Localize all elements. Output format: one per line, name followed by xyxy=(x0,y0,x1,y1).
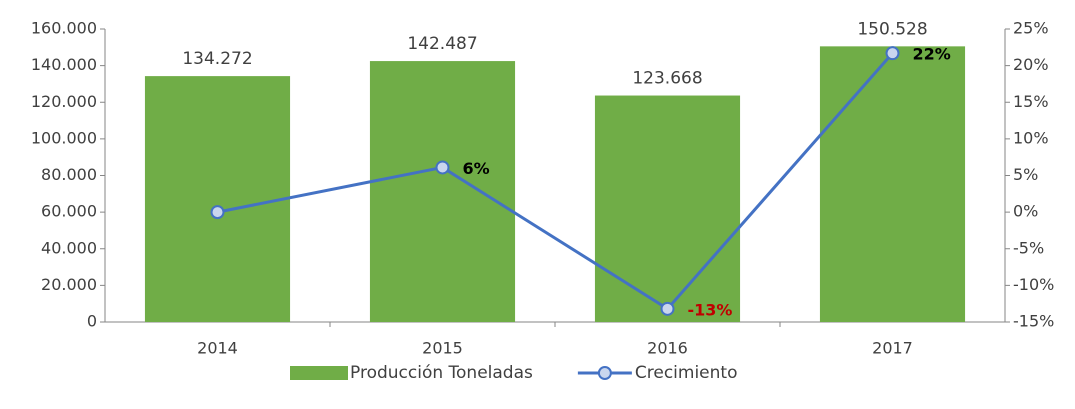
line xyxy=(217,52,894,311)
y-tick-label: 160.000 xyxy=(31,19,97,38)
line-point xyxy=(660,301,675,316)
y2-tick-label: -10% xyxy=(1013,275,1054,294)
y2-tick-label: -15% xyxy=(1013,312,1054,331)
bar xyxy=(594,95,741,322)
y2-tick-label: -5% xyxy=(1013,238,1044,257)
legend-swatch xyxy=(597,366,612,380)
line-value-label: 6% xyxy=(463,159,490,178)
y2-tick-label: 0% xyxy=(1013,202,1038,221)
bar-value-label: 134.272 xyxy=(182,49,252,69)
x-tick-label: 2016 xyxy=(647,339,688,358)
y-tick-label: 60.000 xyxy=(41,202,97,221)
y-tick-label: 80.000 xyxy=(41,165,97,184)
legend-label: Crecimiento xyxy=(635,363,738,383)
y2-tick-label: 15% xyxy=(1013,92,1049,111)
bar-value-label: 123.668 xyxy=(632,69,702,89)
y-tick-label: 120.000 xyxy=(31,92,97,111)
y-tick-label: 20.000 xyxy=(41,275,97,294)
x-tick-label: 2017 xyxy=(872,339,913,358)
bar xyxy=(819,46,966,322)
line-point xyxy=(435,160,450,175)
y-tick-label: 0 xyxy=(87,312,97,331)
y-tick-label: 100.000 xyxy=(31,128,97,147)
bar-value-label: 150.528 xyxy=(857,19,927,39)
y2-tick-label: 25% xyxy=(1013,19,1049,38)
y2-tick-label: 20% xyxy=(1013,55,1049,74)
line-value-label: 22% xyxy=(913,45,951,64)
legend-label: Producción Toneladas xyxy=(350,363,533,383)
y2-tick-label: 10% xyxy=(1013,128,1049,147)
legend-swatch xyxy=(290,366,348,380)
y-tick-label: 40.000 xyxy=(41,238,97,257)
line-point xyxy=(885,46,900,61)
line-point xyxy=(210,205,225,220)
bar xyxy=(144,76,291,322)
y2-tick-label: 5% xyxy=(1013,165,1038,184)
x-tick-label: 2014 xyxy=(197,339,238,358)
x-tick-label: 2015 xyxy=(422,339,463,358)
y-tick-label: 140.000 xyxy=(31,55,97,74)
bar xyxy=(369,61,516,323)
bar-value-label: 142.487 xyxy=(407,34,477,54)
line-value-label: -13% xyxy=(688,300,733,319)
